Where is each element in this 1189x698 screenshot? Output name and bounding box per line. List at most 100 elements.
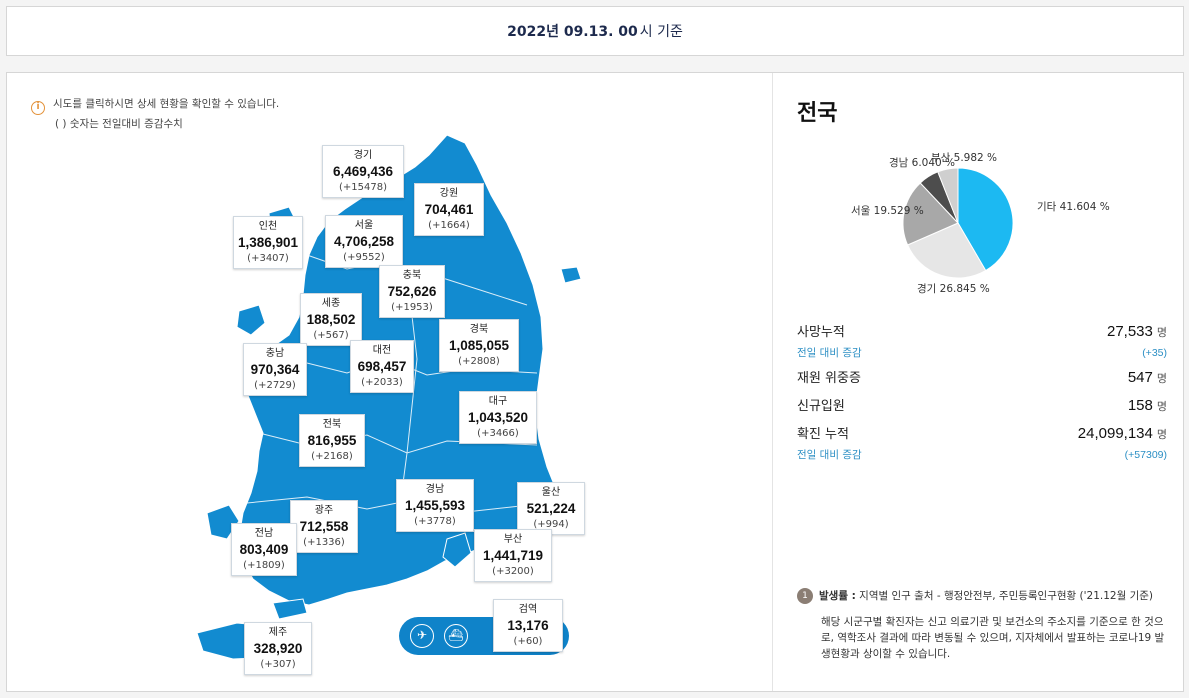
region-name: 검역: [518, 604, 538, 615]
region-value: 1,386,901: [238, 235, 299, 250]
stat-confirmed: 확진 누적 24,099,134 명: [797, 423, 1167, 447]
region-value: 1,043,520: [467, 410, 529, 425]
region-value: 188,502: [306, 312, 356, 327]
region-quarantine[interactable]: 검역 13,176 (+60): [493, 599, 563, 652]
region-diff: (+9552): [343, 252, 385, 263]
region-name: 경북: [469, 324, 489, 335]
stat-value: (+57309): [1124, 449, 1167, 461]
stat-value: 27,533: [1106, 323, 1153, 340]
region-name: 경기: [353, 150, 373, 161]
pie-label-gyeonggi: 경기 26.845 %: [917, 283, 990, 295]
west-coast-islands-shape: [236, 304, 266, 336]
region-name: 서울: [354, 220, 374, 231]
region-chungbuk[interactable]: 충북 752,626 (+1953): [379, 265, 445, 318]
region-value: 1,455,593: [404, 498, 466, 513]
notice-text: 시도를 클릭하시면 상세 현황을 확인할 수 있습니다.: [53, 98, 280, 110]
stat-severe: 재원 위중증 547 명: [797, 367, 1167, 395]
region-name: 충남: [265, 348, 285, 359]
stat-label: 재원 위중증: [797, 371, 861, 386]
region-value: 521,224: [526, 501, 576, 516]
pie-label-other: 기타 41.604 %: [1037, 201, 1110, 213]
stat-label: 전일 대비 증감: [797, 449, 862, 461]
pie-label-gyeongnam: 경남 6.040 %: [889, 157, 956, 169]
date-suffix: 시 기준: [639, 24, 683, 40]
region-diff: (+15478): [339, 182, 387, 193]
stat-value: 158: [1127, 397, 1153, 414]
stat-label: 신규입원: [797, 399, 845, 414]
stat-unit: 명: [1156, 373, 1167, 385]
distribution-pie-chart: [902, 167, 1014, 279]
region-incheon[interactable]: 인천 1,386,901 (+3407): [233, 216, 303, 269]
region-name: 광주: [314, 505, 334, 516]
stat-admission: 신규입원 158 명: [797, 395, 1167, 423]
region-busan[interactable]: 부산 1,441,719 (+3200): [474, 529, 552, 582]
region-gwangju[interactable]: 광주 712,558 (+1336): [290, 500, 358, 553]
pie-slice-seoul: [902, 182, 959, 246]
region-name: 부산: [503, 534, 523, 545]
region-value: 712,558: [299, 519, 349, 534]
stat-unit: 명: [1156, 327, 1167, 339]
region-diff: (+2033): [361, 377, 403, 388]
region-diff: (+2729): [254, 380, 296, 391]
region-diff: (+1953): [391, 302, 433, 313]
region-jeonbuk[interactable]: 전북 816,955 (+2168): [299, 414, 365, 467]
region-name: 경남: [425, 484, 445, 495]
region-jeonnam[interactable]: 전남 803,409 (+1809): [231, 523, 297, 576]
region-seoul[interactable]: 서울 4,706,258 (+9552): [325, 215, 403, 268]
region-daegu[interactable]: 대구 1,043,520 (+3466): [459, 391, 537, 444]
region-value: 328,920: [253, 641, 303, 656]
region-diff: (+994): [533, 519, 569, 530]
footnote-description: 해당 시군구별 확진자는 신고 의료기관 및 보건소의 주소지를 기준으로 한 …: [821, 616, 1165, 660]
region-name: 강원: [439, 188, 459, 199]
region-diff: (+567): [313, 330, 349, 341]
region-jeju[interactable]: 제주 328,920 (+307): [244, 622, 312, 675]
pie-label-busan: 부산 5.982 %: [931, 152, 998, 164]
notice-subtext: ( ) 숫자는 전일대비 증감수치: [55, 118, 183, 130]
south-islands-shape: [272, 598, 308, 620]
region-gyeongnam[interactable]: 경남 1,455,593 (+3778): [396, 479, 474, 532]
region-diff: (+3200): [492, 566, 534, 577]
summary-stats: 사망누적 27,533 명 전일 대비 증감 (+35) 재원 위중증 547 명 …: [797, 321, 1167, 469]
region-value: 1,085,055: [448, 338, 510, 353]
region-gangwon[interactable]: 강원 704,461 (+1664): [414, 183, 484, 236]
footnote: 1 발생률 : 지역별 인구 출처 - 행정안전부, 주민등록인구현황 ('21.…: [797, 588, 1169, 662]
region-value: 803,409: [239, 542, 289, 557]
region-daejeon[interactable]: 대전 698,457 (+2033): [350, 340, 414, 393]
region-name: 전남: [254, 528, 274, 539]
stat-confirmed-diff: 전일 대비 증감 (+57309): [797, 447, 1167, 469]
stat-death-diff: 전일 대비 증감 (+35): [797, 345, 1167, 367]
region-value: 4,706,258: [333, 234, 395, 249]
region-ulsan[interactable]: 울산 521,224 (+994): [517, 482, 585, 535]
region-diff: (+60): [513, 636, 543, 647]
stat-label: 사망누적: [797, 325, 845, 340]
map-area: i 시도를 클릭하시면 상세 현황을 확인할 수 있습니다. ( ) 숫자는 전일…: [7, 73, 772, 691]
quarantine-pill[interactable]: ✈ ⛴ 검역 13,176 (+60): [399, 599, 569, 655]
pie-label-seoul: 서울 19.529 %: [851, 205, 924, 217]
stat-unit: 명: [1156, 429, 1167, 441]
stat-value: 547: [1127, 369, 1153, 386]
stat-value: (+35): [1142, 347, 1167, 359]
region-gyeonggi[interactable]: 경기 6,469,436 (+15478): [322, 145, 404, 198]
region-name: 대전: [372, 345, 392, 356]
region-name: 울산: [541, 487, 561, 498]
region-value: 1,441,719: [482, 548, 544, 563]
region-sejong[interactable]: 세종 188,502 (+567): [300, 293, 362, 346]
region-name: 세종: [321, 298, 341, 309]
info-icon: i: [31, 101, 45, 115]
geoje-island-shape: [442, 532, 472, 568]
region-diff: (+1809): [243, 560, 285, 571]
region-name: 제주: [268, 627, 288, 638]
region-diff: (+1664): [428, 220, 470, 231]
ship-icon: ⛴: [444, 624, 468, 648]
national-summary: 전국 기타 41.604 % 경기 26.845 % 서울 19.529 % 경…: [772, 73, 1183, 691]
region-diff: (+307): [260, 659, 296, 670]
region-diff: (+1336): [303, 537, 345, 548]
region-chungnam[interactable]: 충남 970,364 (+2729): [243, 343, 307, 396]
stat-death: 사망누적 27,533 명: [797, 321, 1167, 345]
region-diff: (+3407): [247, 253, 289, 264]
region-value: 970,364: [250, 362, 300, 377]
region-gyeongbuk[interactable]: 경북 1,085,055 (+2808): [439, 319, 519, 372]
airplane-icon: ✈: [410, 624, 434, 648]
region-diff: (+3778): [414, 516, 456, 527]
footnote-source: 지역별 인구 출처 - 행정안전부, 주민등록인구현황 ('21.12월 기준): [855, 590, 1153, 602]
